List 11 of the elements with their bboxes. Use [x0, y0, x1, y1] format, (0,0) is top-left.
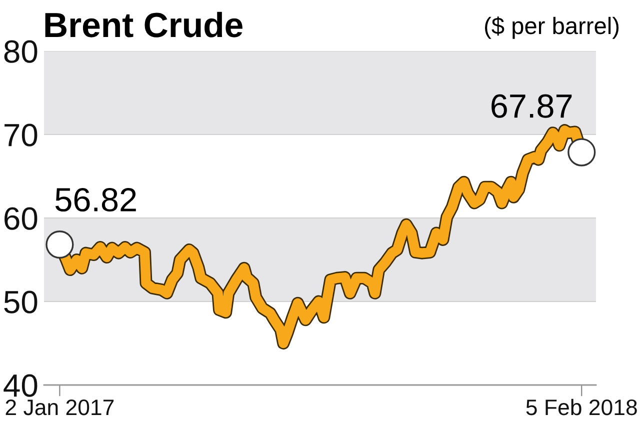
- y-axis-title: ($ per barrel): [485, 16, 619, 39]
- x-tick-label: 2 Jan 2017: [6, 399, 114, 416]
- y-tick-label: 70: [4, 124, 38, 146]
- annotation: 67.87: [492, 94, 572, 118]
- annotation: 56.82: [55, 188, 136, 212]
- chart-title: Brent Crude: [45, 12, 242, 38]
- y-tick-label: 60: [4, 207, 38, 230]
- x-tick-label: 5 Feb 2018: [526, 398, 637, 416]
- y-tick-label: 80: [4, 40, 38, 63]
- y-tick-label: 40: [4, 374, 38, 397]
- y-tick-label: 50: [4, 290, 38, 314]
